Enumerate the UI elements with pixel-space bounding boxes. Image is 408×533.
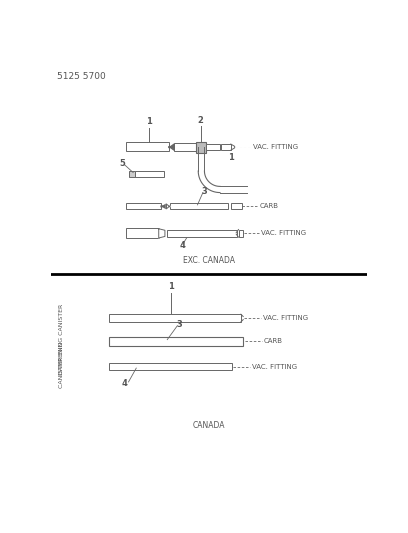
- Text: 1: 1: [228, 154, 233, 163]
- Text: DAMPENING CANISTER: DAMPENING CANISTER: [59, 304, 64, 375]
- Bar: [222, 144, 231, 150]
- Bar: [174, 143, 196, 151]
- Text: VAC. FITTING: VAC. FITTING: [263, 315, 308, 321]
- Text: CARB: CARB: [259, 204, 279, 209]
- Bar: [167, 230, 237, 237]
- Polygon shape: [159, 229, 165, 238]
- Text: VAC. FITTING: VAC. FITTING: [253, 144, 298, 150]
- Bar: [231, 203, 242, 209]
- Text: 2: 2: [197, 116, 204, 125]
- Text: 3: 3: [202, 187, 207, 196]
- Text: 1: 1: [168, 282, 174, 291]
- Bar: [126, 228, 159, 238]
- Text: 1: 1: [146, 117, 152, 126]
- Polygon shape: [169, 144, 174, 150]
- Text: 4: 4: [122, 379, 128, 388]
- Text: VAC. FITTING: VAC. FITTING: [261, 230, 306, 236]
- Bar: [109, 314, 241, 322]
- Bar: [109, 336, 243, 346]
- Bar: [129, 171, 135, 177]
- Bar: [239, 230, 243, 237]
- Text: VAC. FITTING: VAC. FITTING: [252, 364, 297, 369]
- Bar: [135, 171, 164, 177]
- Bar: [126, 142, 169, 151]
- Text: 5: 5: [119, 159, 125, 168]
- Bar: [171, 203, 228, 209]
- Bar: [206, 144, 220, 150]
- Text: 5125 5700: 5125 5700: [57, 72, 106, 82]
- Polygon shape: [166, 204, 171, 209]
- Text: 3: 3: [176, 320, 182, 329]
- Bar: [126, 203, 161, 209]
- Text: EXC. CANADA: EXC. CANADA: [183, 256, 235, 265]
- Polygon shape: [235, 144, 408, 150]
- Text: CANADA: CANADA: [193, 422, 225, 430]
- Text: CANISTER END: CANISTER END: [59, 341, 64, 387]
- Polygon shape: [161, 204, 166, 209]
- Text: CARB: CARB: [263, 338, 282, 344]
- Bar: [196, 142, 206, 152]
- Bar: [109, 363, 232, 370]
- Text: 4: 4: [180, 241, 186, 250]
